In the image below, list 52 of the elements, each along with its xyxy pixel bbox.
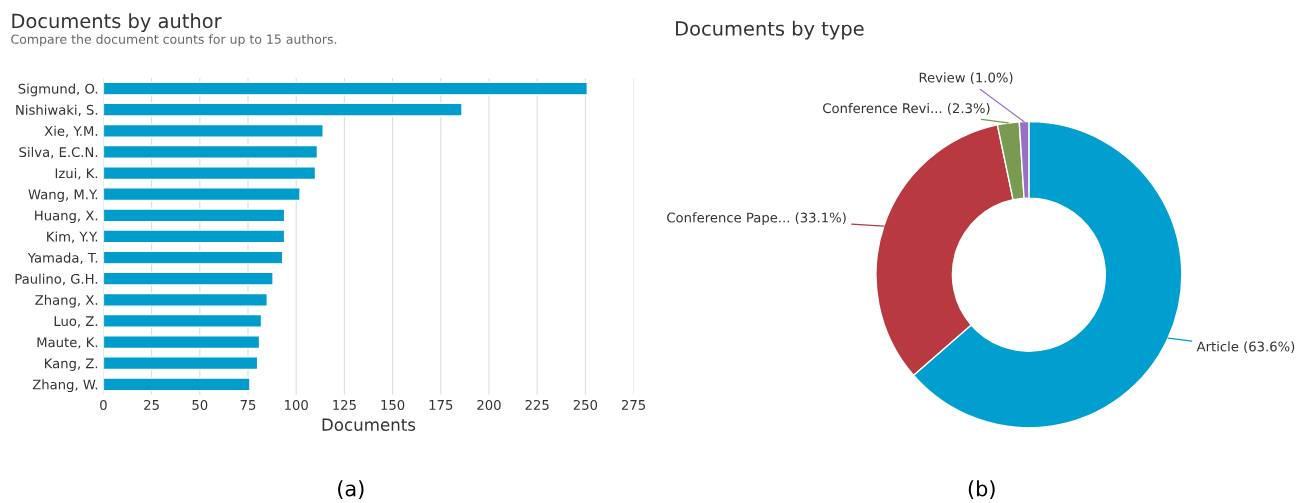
y-tick-label: Kim, Y.Y. (47, 231, 98, 243)
bar (103, 292, 268, 307)
x-tick-label: 225 (525, 399, 549, 410)
y-tick-label: Xie, Y.M. (44, 125, 98, 138)
bar (103, 123, 324, 138)
bar (103, 102, 463, 117)
y-tick-label: Luo, Z. (54, 316, 98, 328)
x-tick-label: 175 (429, 400, 453, 410)
bar (103, 165, 317, 181)
y-tick-label: Yamada, T. (27, 252, 98, 265)
y-tick-label: Zhang, X. (35, 294, 98, 308)
bar (103, 229, 286, 244)
bar (103, 271, 274, 286)
slice-label: Review (1.0%) (919, 72, 1013, 85)
bar (103, 208, 286, 223)
bar (103, 377, 251, 392)
x-tick-label: 200 (477, 399, 501, 410)
bar (103, 144, 319, 159)
y-tick-label: Silva, E.C.N. (19, 146, 98, 159)
x-tick-label: 250 (573, 399, 598, 410)
x-tick-label: 125 (333, 399, 356, 410)
text: (a) (338, 480, 364, 499)
slice-label: Conference Pape... (33.1%) (667, 212, 846, 226)
bar (103, 187, 301, 202)
x-tick-label: 75 (240, 400, 256, 410)
y-tick-label: Izui, K. (55, 168, 98, 180)
x-tick-label: 0 (100, 399, 107, 410)
y-tick-label: Nishiwaki, S. (16, 104, 98, 117)
bar (103, 313, 263, 328)
x-tick-label: 100 (285, 399, 308, 410)
x-axis-title: Documents (322, 418, 416, 431)
y-tick-label: Sigmund, O. (18, 83, 98, 97)
y-tick-label: Huang, X. (35, 210, 98, 224)
chart-title: Documents by author (12, 13, 222, 33)
bar (103, 356, 259, 371)
x-tick-label: 150 (381, 399, 405, 410)
x-tick-label: 25 (144, 399, 159, 410)
x-tick-label: 50 (192, 399, 208, 410)
x-tick-label: 275 (621, 399, 645, 410)
y-tick-label: Wang, M.Y. (28, 189, 98, 202)
y-tick-label: Maute, K. (37, 337, 98, 349)
text: (b) (968, 480, 995, 499)
y-tick-label: Zhang, W. (32, 379, 98, 393)
chart-subtitle: Compare the document counts for up to 15 authors. (11, 34, 337, 47)
bar (103, 335, 261, 350)
y-tick-label: Paulino, G.H. (15, 273, 98, 286)
chart-title: Documents by type (676, 20, 864, 40)
slice-label: Conference Revi... (2.3%) (823, 102, 990, 115)
slice-label: Article (63.6%) (1196, 341, 1295, 354)
y-tick-label: Kang, Z. (44, 358, 98, 371)
bar (103, 81, 588, 96)
bar (103, 250, 284, 265)
